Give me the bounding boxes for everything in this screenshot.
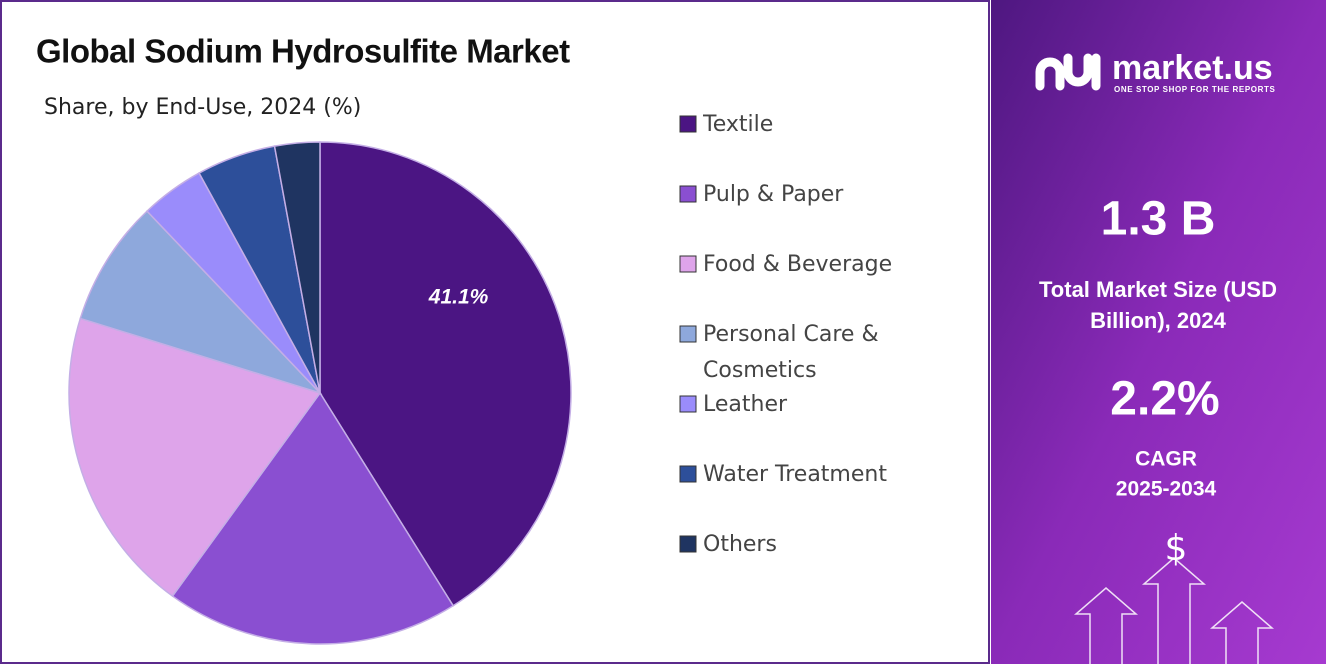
legend-swatch bbox=[679, 395, 697, 413]
pie-slice bbox=[319, 141, 572, 607]
legend-label-box: Water Treatment bbox=[703, 462, 887, 487]
legend-label: Textile bbox=[703, 112, 774, 137]
pie-slice bbox=[273, 141, 321, 394]
legend-label-box: Food & Beverage bbox=[703, 252, 893, 277]
legend-label-box: Leather bbox=[703, 392, 788, 417]
legend-swatch bbox=[679, 465, 697, 483]
legend: Textile Pulp & Paper Food & Beverage Person… bbox=[679, 112, 893, 557]
legend-label-box: Personal Care & Cosmetics bbox=[703, 322, 879, 383]
legend-label: Food & Beverage bbox=[703, 252, 893, 277]
pie: 41.1% bbox=[68, 141, 572, 645]
cagr-period: 2025-2034 bbox=[1116, 478, 1217, 501]
decor-arrows bbox=[1073, 557, 1275, 664]
legend-label: Others bbox=[703, 532, 777, 557]
legend-swatch bbox=[679, 535, 697, 553]
pie-slice bbox=[79, 210, 323, 395]
legend-label-box: Pulp & Paper bbox=[703, 182, 844, 207]
legend-label-box: Textile bbox=[703, 112, 774, 137]
legend-label-box: Others bbox=[703, 532, 777, 557]
legend-label: Water Treatment bbox=[703, 462, 887, 487]
chart-title: Global Sodium Hydrosulfite Market bbox=[36, 33, 570, 70]
legend-label: Leather bbox=[703, 392, 788, 417]
market-size: 1.3 B bbox=[1101, 193, 1216, 246]
tagline: ONE STOP SHOP FOR THE REPORTS bbox=[1114, 85, 1275, 94]
brand: market.us bbox=[1112, 49, 1273, 87]
cagr-value: 2.2% bbox=[1110, 373, 1219, 426]
legend-swatch bbox=[679, 325, 697, 343]
legend-swatch bbox=[679, 255, 697, 273]
data-label: 41.1% bbox=[428, 285, 489, 308]
legend-swatch bbox=[679, 185, 697, 203]
market-size-label-box: Total Market Size (USD Billion), 2024 bbox=[1039, 277, 1277, 333]
logo-icon bbox=[1035, 53, 1101, 91]
logo: market.us ONE STOP SHOP FOR THE REPORTS bbox=[1035, 49, 1275, 94]
legend-label: Personal Care & Cosmetics bbox=[703, 322, 879, 383]
market-size-label: Total Market Size (USD Billion), 2024 bbox=[1039, 277, 1277, 333]
legend-swatch bbox=[679, 115, 697, 133]
cagr-label: CAGR bbox=[1135, 448, 1197, 471]
legend-label: Pulp & Paper bbox=[703, 182, 844, 207]
dollar-icon: $ bbox=[1165, 528, 1188, 569]
side-panel bbox=[991, 0, 1326, 664]
pie-slice bbox=[171, 391, 455, 645]
pie-slice bbox=[68, 317, 322, 598]
chart-subtitle: Share, by End-Use, 2024 (%) bbox=[44, 95, 361, 120]
